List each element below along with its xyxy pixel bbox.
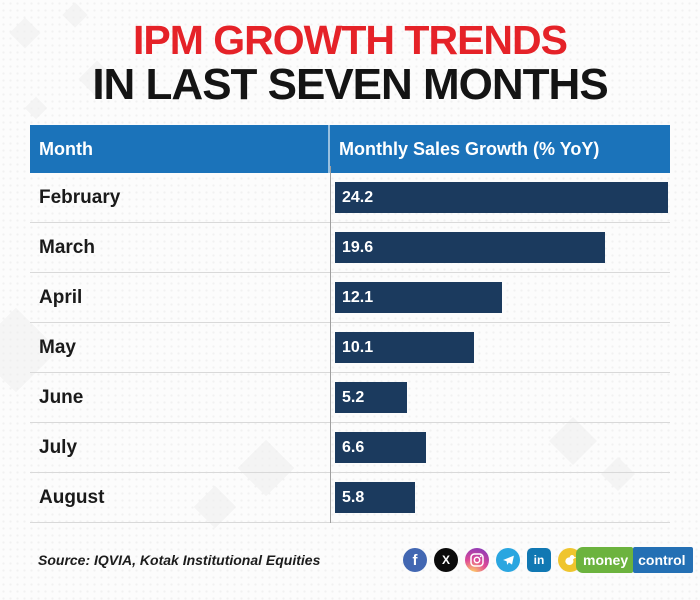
- page-title: IPM GROWTH TRENDS IN LAST SEVEN MONTHS: [0, 20, 700, 107]
- x-glyph: X: [441, 553, 450, 567]
- table-row: August 5.8: [30, 473, 670, 523]
- growth-bar: 6.6: [335, 432, 426, 463]
- growth-value: 19.6: [342, 238, 374, 256]
- telegram-plane-glyph: [502, 555, 514, 565]
- table-row: February 24.2: [30, 173, 670, 223]
- growth-bar: 5.2: [335, 382, 407, 413]
- month-label: April: [39, 287, 83, 308]
- growth-value: 6.6: [342, 438, 365, 456]
- header-month: Month: [30, 125, 330, 173]
- growth-bar: 10.1: [335, 332, 474, 363]
- table-header-row: Month Monthly Sales Growth (% YoY): [30, 125, 670, 173]
- growth-value: 12.1: [342, 288, 374, 306]
- month-label: March: [39, 237, 95, 258]
- month-label: February: [39, 187, 121, 208]
- linkedin-glyph: in: [533, 553, 545, 567]
- table-row: April 12.1: [30, 273, 670, 323]
- table-row: May 10.1: [30, 323, 670, 373]
- facebook-glyph: f: [412, 551, 418, 569]
- growth-value: 24.2: [342, 188, 374, 206]
- growth-value: 5.2: [342, 388, 365, 406]
- table-row: June 5.2: [30, 373, 670, 423]
- table-body: February 24.2 March 19.6 April 12.1 May 10.1 Jun…: [30, 166, 670, 523]
- growth-bar: 19.6: [335, 232, 605, 263]
- moneycontrol-logo-control: control: [633, 547, 693, 573]
- moneycontrol-logo[interactable]: money control: [576, 547, 693, 573]
- column-divider-line: [330, 166, 331, 523]
- linkedin-icon[interactable]: in: [527, 548, 551, 572]
- growth-table: Month Monthly Sales Growth (% YoY) Febru…: [30, 125, 670, 523]
- facebook-icon[interactable]: f: [403, 548, 427, 572]
- month-label: May: [39, 337, 76, 358]
- moneycontrol-logo-money: money: [576, 547, 634, 573]
- header-growth: Monthly Sales Growth (% YoY): [339, 138, 600, 159]
- growth-bar: 12.1: [335, 282, 502, 313]
- table-row: July 6.6: [30, 423, 670, 473]
- growth-bar: 24.2: [335, 182, 668, 213]
- title-line-black: IN LAST SEVEN MONTHS: [92, 60, 608, 109]
- growth-value: 10.1: [342, 338, 374, 356]
- table-row: March 19.6: [30, 223, 670, 273]
- x-icon[interactable]: X: [434, 548, 458, 572]
- month-label: July: [39, 437, 78, 458]
- title-line-red: IPM GROWTH TRENDS: [133, 17, 568, 63]
- instagram-icon[interactable]: [465, 548, 489, 572]
- growth-bar: 5.8: [335, 482, 415, 513]
- social-icons: f X in: [403, 548, 582, 572]
- telegram-icon[interactable]: [496, 548, 520, 572]
- month-label: June: [39, 387, 84, 408]
- growth-value: 5.8: [342, 488, 365, 506]
- source-text: Source: IQVIA, Kotak Institutional Equit…: [38, 552, 321, 568]
- month-label: August: [39, 487, 105, 508]
- koo-bird-glyph: [565, 555, 577, 565]
- instagram-camera-glyph: [470, 553, 484, 567]
